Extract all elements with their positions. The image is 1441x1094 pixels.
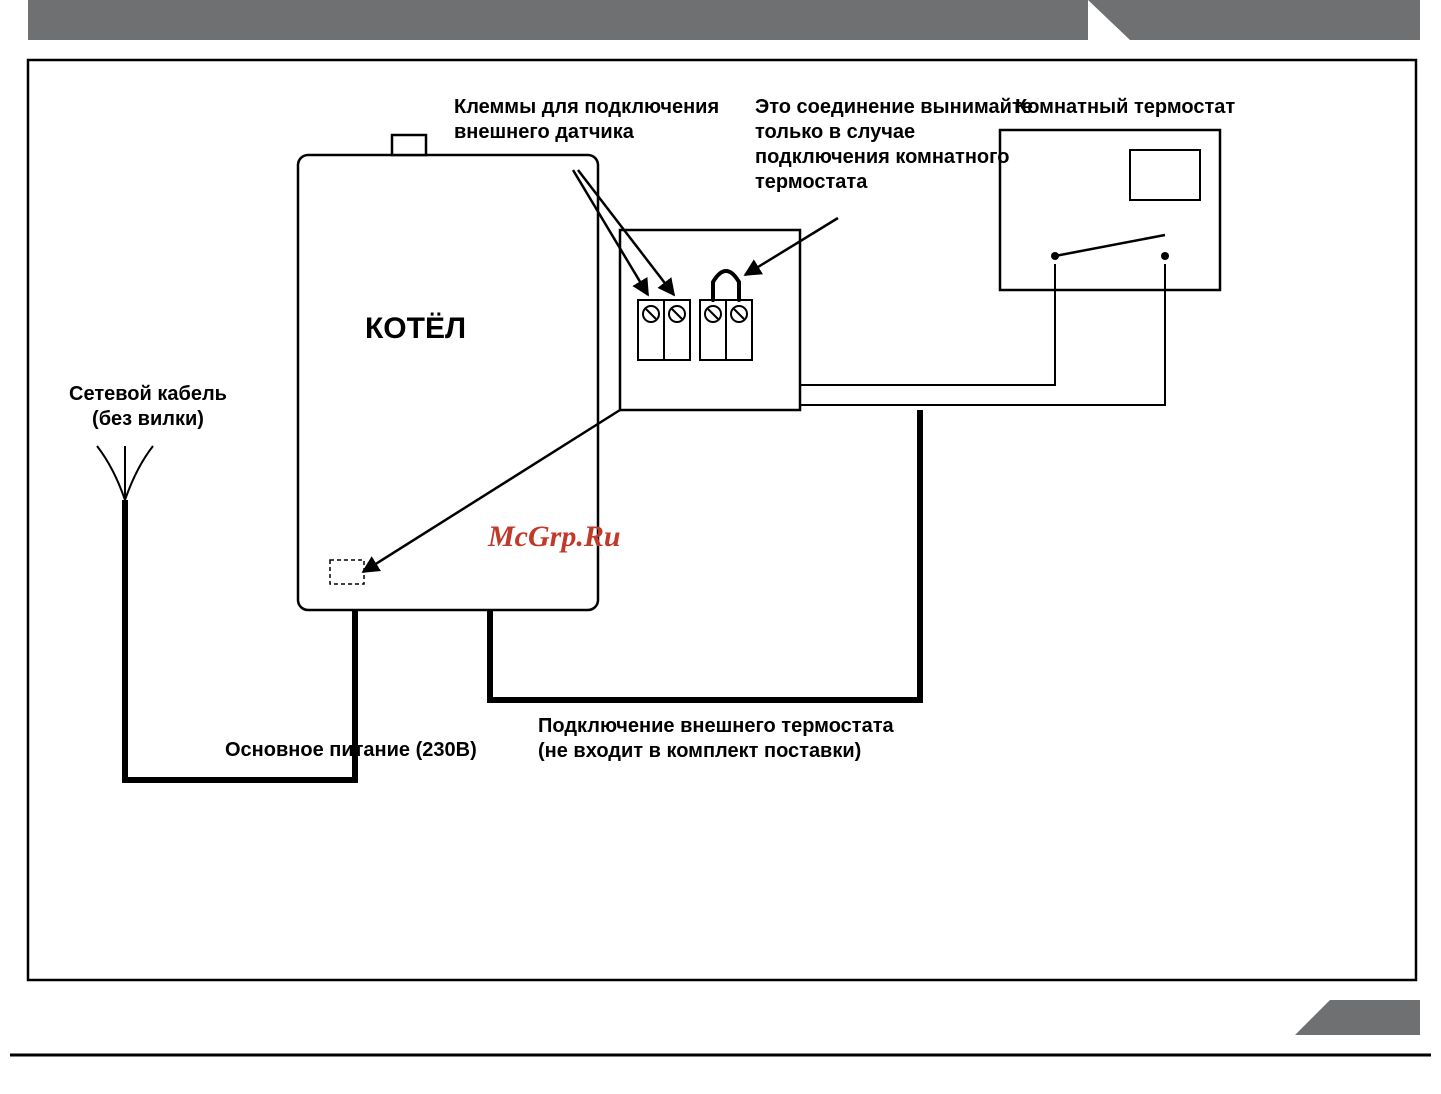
mains-cable-label: Сетевой кабель (без вилки) bbox=[53, 382, 243, 432]
diagram-svg bbox=[0, 0, 1441, 1094]
ext-thermo-line2: (не входит в комплект поставки) bbox=[538, 740, 861, 762]
top-bar bbox=[28, 0, 1088, 40]
boiler-label: КОТЁЛ bbox=[365, 310, 466, 348]
room-thermostat-label: Комнатный термостат bbox=[1015, 95, 1235, 120]
mains-cable-line2: (без вилки) bbox=[92, 408, 204, 430]
ext-sensor-line1: Клеммы для подключения bbox=[454, 96, 719, 118]
mains-cable-line1: Сетевой кабель bbox=[69, 383, 227, 405]
main-power-label: Основное питание (230В) bbox=[225, 738, 477, 763]
diagram-stage: КОТЁЛ Сетевой кабель (без вилки) Основно… bbox=[0, 0, 1441, 1094]
thermo-contact-2 bbox=[1161, 252, 1169, 260]
bottom-corner bbox=[1295, 1000, 1420, 1035]
ext-thermo-label: Подключение внешнего термостата (не вход… bbox=[538, 714, 894, 764]
boiler-flue bbox=[392, 135, 426, 155]
jumper-line3: подключения комнатного bbox=[755, 146, 1009, 168]
mains-cable-strand-3 bbox=[125, 446, 153, 500]
thermostat-screen bbox=[1130, 150, 1200, 200]
jumper-line2: только в случае bbox=[755, 121, 915, 143]
watermark: McGrp.Ru bbox=[488, 518, 621, 556]
jumper-line4: термостата bbox=[755, 171, 867, 193]
top-corner bbox=[1088, 0, 1420, 40]
jumper-line1: Это соединение вынимайте bbox=[755, 96, 1033, 118]
ext-sensor-label: Клеммы для подключения внешнего датчика bbox=[454, 95, 719, 145]
ext-sensor-line2: внешнего датчика bbox=[454, 121, 634, 143]
ext-thermo-line1: Подключение внешнего термостата bbox=[538, 715, 894, 737]
mains-cable-strand-1 bbox=[97, 446, 125, 500]
jumper-label: Это соединение вынимайте только в случае… bbox=[755, 95, 1033, 195]
